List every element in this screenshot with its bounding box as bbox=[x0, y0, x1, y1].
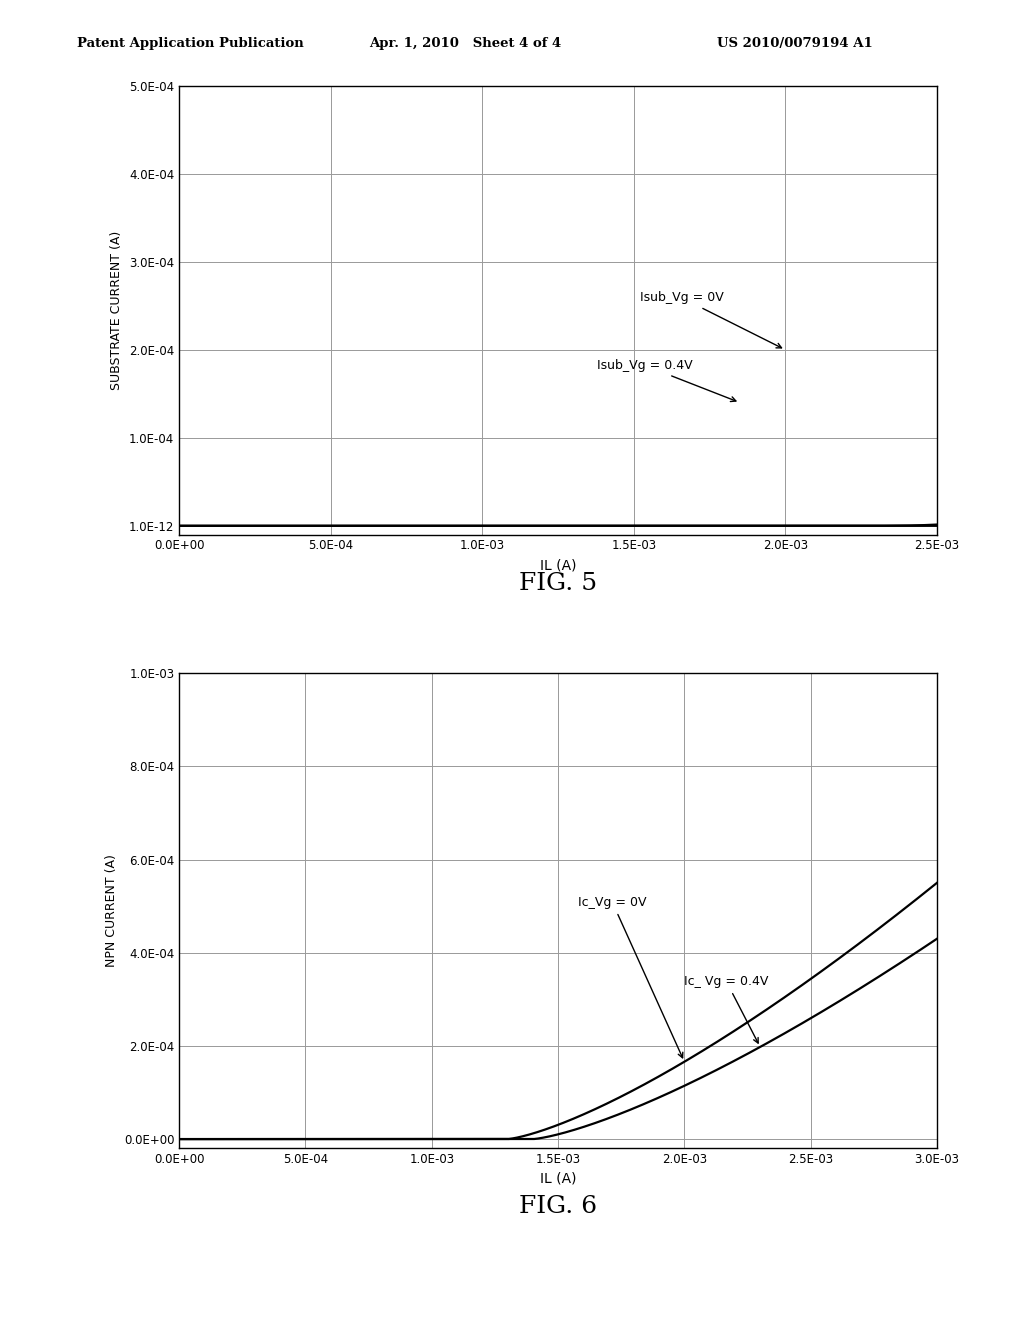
Text: FIG. 6: FIG. 6 bbox=[519, 1195, 597, 1217]
X-axis label: IL (A): IL (A) bbox=[540, 558, 577, 572]
Text: Ic_ Vg = 0.4V: Ic_ Vg = 0.4V bbox=[684, 975, 769, 1043]
Text: US 2010/0079194 A1: US 2010/0079194 A1 bbox=[717, 37, 872, 50]
Text: Patent Application Publication: Patent Application Publication bbox=[77, 37, 303, 50]
Y-axis label: SUBSTRATE CURRENT (A): SUBSTRATE CURRENT (A) bbox=[111, 231, 124, 389]
Text: FIG. 5: FIG. 5 bbox=[519, 572, 597, 594]
Y-axis label: NPN CURRENT (A): NPN CURRENT (A) bbox=[105, 854, 119, 968]
Text: Apr. 1, 2010   Sheet 4 of 4: Apr. 1, 2010 Sheet 4 of 4 bbox=[369, 37, 561, 50]
Text: Ic_Vg = 0V: Ic_Vg = 0V bbox=[579, 896, 683, 1057]
Text: Isub_Vg = 0.4V: Isub_Vg = 0.4V bbox=[597, 359, 736, 401]
X-axis label: IL (A): IL (A) bbox=[540, 1172, 577, 1185]
Text: Isub_Vg = 0V: Isub_Vg = 0V bbox=[640, 292, 781, 348]
